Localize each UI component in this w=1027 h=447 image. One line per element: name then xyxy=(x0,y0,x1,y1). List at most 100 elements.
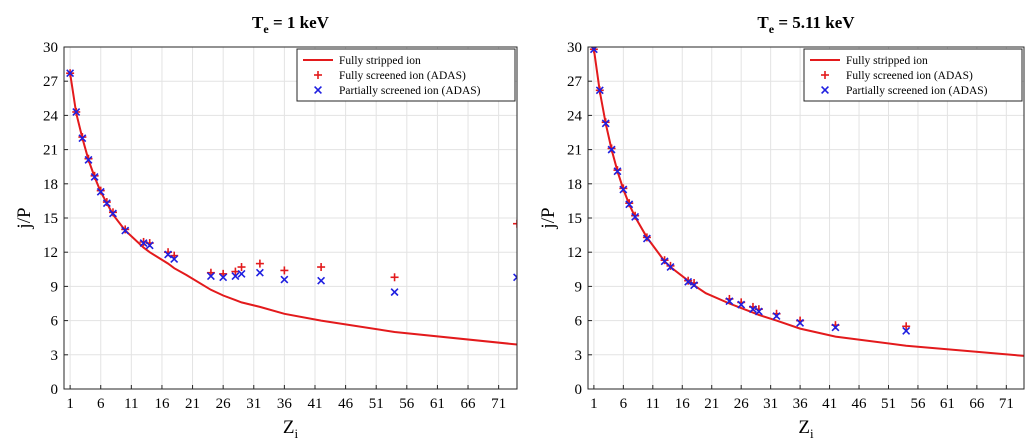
marker-x-partially-screened xyxy=(231,272,240,281)
marker-x-partially-screened xyxy=(109,209,117,218)
legend-label: Fully screened ion (ADAS) xyxy=(339,70,466,82)
marker-stroke xyxy=(796,318,805,327)
legend: Fully stripped ion Fully screened ion (AD… xyxy=(296,48,516,102)
y-tick-label: 0 xyxy=(51,382,59,398)
x-tick-label: 26 xyxy=(734,396,750,412)
legend-item: Fully stripped ion xyxy=(303,55,421,67)
legend-x-icon xyxy=(314,86,322,94)
x-tick-label: 46 xyxy=(338,396,354,412)
marker-x-partially-screened xyxy=(660,257,669,266)
x-tick-label: 61 xyxy=(430,396,445,412)
marker-x-partially-screened xyxy=(102,199,111,208)
marker-plus-fully-screened xyxy=(121,225,130,234)
marker-x-partially-screened xyxy=(219,273,228,282)
x-tick-label: 16 xyxy=(675,396,691,412)
x-tick-label: 51 xyxy=(881,396,896,412)
legend-label: Partially screened ion (ADAS) xyxy=(339,85,481,97)
marker-x-partially-screened xyxy=(317,276,326,285)
chart-title: Te = 5.11 keV xyxy=(757,13,855,36)
chart-title-sub: e xyxy=(263,22,269,36)
x-tick-label: 41 xyxy=(307,396,322,412)
marker-stroke xyxy=(78,134,87,143)
marker-x-partially-screened xyxy=(513,273,517,282)
marker-stroke xyxy=(595,86,604,95)
marker-stroke xyxy=(619,185,628,194)
marker-plus-fully-screened xyxy=(317,263,326,272)
y-tick-label: 27 xyxy=(567,74,583,90)
legend-item: Fully screened ion (ADAS) xyxy=(821,70,973,82)
chart-title-main: T xyxy=(757,13,769,32)
marker-plus-fully-screened xyxy=(607,144,616,153)
legend-box xyxy=(296,48,516,102)
marker-stroke xyxy=(96,187,105,196)
x-tick-label: 6 xyxy=(97,396,105,412)
marker-x-partially-screened xyxy=(690,281,699,290)
marker-x-partially-screened xyxy=(78,134,87,143)
series-line-fully-stripped xyxy=(69,73,517,346)
marker-stroke xyxy=(513,273,517,279)
marker-x-partially-screened xyxy=(684,277,693,286)
marker-x-partially-screened xyxy=(613,167,622,176)
y-tick-label: 15 xyxy=(567,211,582,227)
marker-plus-fully-screened xyxy=(390,273,399,282)
x-tick-label: 71 xyxy=(999,396,1014,412)
marker-plus-fully-screened xyxy=(102,198,111,207)
y-tick-label: 0 xyxy=(575,382,583,398)
marker-plus-fully-screened xyxy=(642,233,651,242)
chart-title-rest: = 5.11 keV xyxy=(774,13,855,32)
x-tick-label: 31 xyxy=(246,396,261,412)
x-tick-label: 11 xyxy=(646,396,660,412)
marker-stroke xyxy=(772,312,781,321)
axes-frame xyxy=(63,46,518,390)
marker-x-partially-screened xyxy=(831,323,840,332)
marker-x-partially-screened xyxy=(625,200,634,209)
y-axis-label: j/P xyxy=(14,207,35,229)
marker-stroke xyxy=(66,69,75,78)
y-tick-label: 15 xyxy=(43,211,58,227)
x-tick-label: 66 xyxy=(969,396,985,412)
marker-stroke xyxy=(219,273,228,282)
marker-x-partially-screened xyxy=(631,212,640,221)
legend-label: Fully stripped ion xyxy=(846,55,928,67)
legend-label: Partially screened ion (ADAS) xyxy=(846,85,988,97)
marker-stroke xyxy=(317,276,326,285)
x-tick-label: 16 xyxy=(154,396,170,412)
x-axis-label: Zi xyxy=(283,417,299,441)
chart-title: Te = 1 keV xyxy=(252,13,330,36)
marker-x-partially-screened xyxy=(280,275,289,284)
x-tick-label: 1 xyxy=(66,396,74,412)
marker-stroke xyxy=(390,288,399,297)
marker-plus-fully-screened xyxy=(96,186,105,195)
marker-stroke xyxy=(72,108,81,116)
marker-x-partially-screened xyxy=(595,86,604,95)
marker-x-partially-screened xyxy=(642,234,651,243)
marker-stroke xyxy=(145,241,154,250)
y-tick-label: 27 xyxy=(43,74,59,90)
marker-stroke xyxy=(737,300,746,309)
x-tick-label: 46 xyxy=(852,396,868,412)
marker-stroke xyxy=(613,167,622,176)
x-tick-label: 41 xyxy=(822,396,837,412)
marker-plus-fully-screened xyxy=(666,261,675,270)
x-axis-label-main: Z xyxy=(798,417,810,438)
marker-x-partially-screened xyxy=(170,255,179,264)
marker-plus-fully-screened xyxy=(631,211,640,220)
chart-title-main: T xyxy=(252,13,264,32)
marker-x-partially-screened xyxy=(84,155,93,164)
marker-stroke xyxy=(121,226,130,235)
marker-plus-fully-screened xyxy=(231,267,240,276)
x-tick-label: 1 xyxy=(590,396,598,412)
chart-panel-te-5-11kev: 1 6 11 16 21 26 31 36 41 46 51 56 61 66 71036912151821… xyxy=(538,13,1025,441)
y-tick-label: 6 xyxy=(51,314,59,330)
legend-label: Fully screened ion (ADAS) xyxy=(846,70,973,82)
marker-plus-fully-screened xyxy=(684,276,693,285)
x-tick-label: 31 xyxy=(763,396,778,412)
marker-plus-fully-screened xyxy=(902,322,911,331)
marker-stroke xyxy=(642,234,651,243)
chart-title-rest: = 1 keV xyxy=(269,13,330,32)
marker-stroke xyxy=(231,272,240,281)
y-tick-label: 3 xyxy=(575,348,583,364)
marker-x-partially-screened xyxy=(796,318,805,327)
chart-panel-te-1kev: 1 6 11 16 21 26 31 36 41 46 51 56 61 66 71036912151821… xyxy=(14,13,518,441)
marker-stroke xyxy=(725,297,734,306)
